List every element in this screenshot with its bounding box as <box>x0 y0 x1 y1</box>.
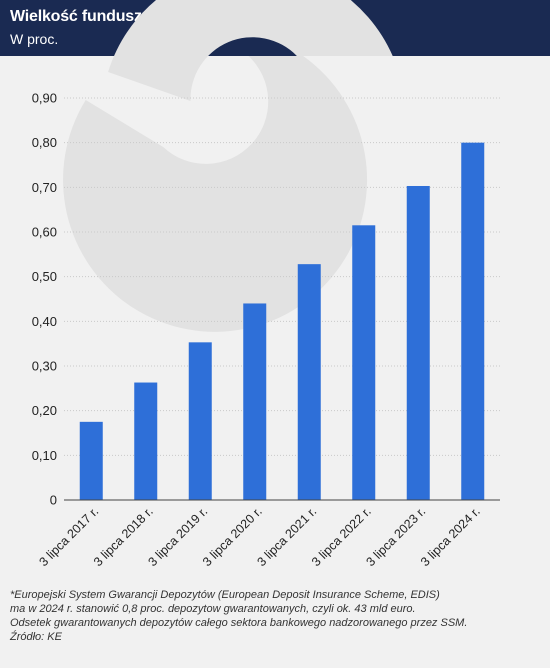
bar <box>188 342 212 500</box>
bar <box>243 303 267 500</box>
bar <box>79 421 103 500</box>
y-axis-ticks: 0 0,10 0,20 0,30 0,40 0,50 0,60 0,70 0,80 0,90 <box>32 91 57 508</box>
footnote-line: ma w 2024 r. stanowić 0,8 proc. depozyto… <box>10 603 416 615</box>
y-tick-label: 0 <box>50 493 57 508</box>
x-axis-ticks: 3 lipca 2017 r.3 lipca 2018 r.3 lipca 20… <box>36 504 482 569</box>
y-tick-label: 0,50 <box>32 269 57 284</box>
bar <box>461 142 485 500</box>
bar <box>134 382 158 500</box>
footnote-line: Odsetek gwarantowanych depozytów całego … <box>10 617 468 629</box>
footnote-line: *Europejski System Gwarancji Depozytów (… <box>10 589 440 601</box>
y-tick-label: 0,80 <box>32 135 57 150</box>
chart-subtitle: W proc. <box>10 31 59 47</box>
footnote: *Europejski System Gwarancji Depozytów (… <box>10 588 540 644</box>
y-tick-label: 0,10 <box>32 448 57 463</box>
y-tick-label: 0,20 <box>32 403 57 418</box>
y-tick-label: 0,70 <box>32 180 57 195</box>
bar <box>406 185 430 500</box>
footnote-source: Źródło: KE <box>10 631 62 643</box>
bar-chart: 0 0,10 0,20 0,30 0,40 0,50 0,60 0,70 0,80 0,90 3 … <box>32 91 500 569</box>
y-tick-label: 0,90 <box>32 91 57 106</box>
bars <box>79 142 485 501</box>
bar <box>352 225 376 501</box>
y-tick-label: 0,30 <box>32 359 57 374</box>
gridlines <box>64 97 500 456</box>
y-tick-label: 0,60 <box>32 225 57 240</box>
y-tick-label: 0,40 <box>32 314 57 329</box>
bar <box>297 264 321 500</box>
